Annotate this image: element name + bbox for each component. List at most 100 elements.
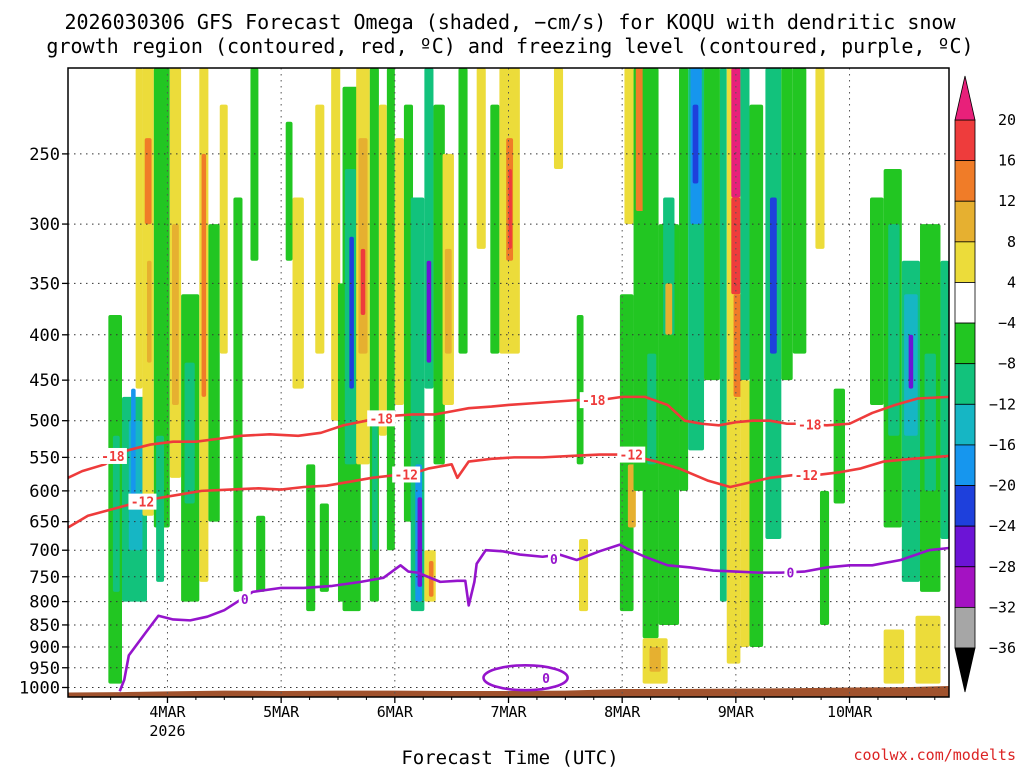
contour-label-bg [792, 467, 821, 484]
contour-label-group: 0 [540, 669, 553, 687]
omega-cell [433, 104, 445, 465]
omega-cell [704, 68, 720, 381]
omega-cell [156, 435, 165, 582]
colorbar-bottom-arrow [954, 647, 976, 693]
colorbar-top-arrow [954, 75, 976, 121]
contour-label-bg [238, 591, 251, 608]
x-tick-label: 6MAR [377, 703, 414, 721]
contour-label-bg [128, 493, 157, 510]
colorbar-tick-label: 20 [998, 111, 1016, 129]
contour-label: -18 [101, 450, 125, 465]
colorbar-band [954, 282, 976, 324]
colorbar-tick-label: −28 [989, 558, 1016, 576]
omega-cell [740, 68, 750, 381]
colorbar-band [954, 606, 976, 649]
omega-cell [731, 197, 741, 295]
omega-cell [372, 420, 378, 551]
omega-cell [315, 104, 325, 354]
colorbar-band [954, 444, 976, 486]
omega-cell [769, 197, 777, 354]
colorbar-band [954, 119, 976, 162]
colorbar-legend: 20 16 12 8 4 −4 −8 −12 −16 −20 −24 −28 −32 −36 [954, 75, 1016, 693]
omega-cell [349, 236, 354, 389]
y-tick-label: 650 [29, 513, 60, 533]
x-tick-label: 8MAR [604, 703, 641, 721]
omega-cell [250, 68, 259, 261]
y-axis: 2503003504004505005506006507007508008509… [19, 145, 68, 698]
omega-cell [665, 283, 673, 335]
contour-label-bg [579, 392, 608, 409]
chart-title-line-1: 2026030306 GFS Forecast Omega (shaded, −… [64, 10, 956, 34]
x-tick-label: 9MAR [718, 703, 755, 721]
colorbar-tick-label: −8 [998, 355, 1016, 373]
contour-label: -12 [795, 469, 818, 484]
omega-cell [386, 68, 395, 551]
omega-cell [740, 380, 750, 647]
contour-label-bg [617, 446, 646, 463]
omega-cell [135, 68, 143, 389]
omega-cell [553, 68, 564, 169]
y-tick-label: 1000 [19, 678, 60, 698]
contour-label-bg [540, 669, 553, 686]
colorbar-tick-label: 12 [998, 192, 1016, 210]
y-tick-label: 550 [29, 448, 60, 468]
closed-contour-0 [482, 664, 569, 692]
colorbar-band [954, 525, 976, 568]
plot-area: -18 -18 -18 -18 -12 -12 -12 -12 0 0 0 0 [67, 67, 950, 698]
omega-cell [358, 138, 368, 354]
omega-cell [819, 490, 830, 625]
contour-label-group: -12 [617, 446, 646, 464]
contour-label-bg [98, 447, 127, 464]
omega-cell [649, 646, 661, 672]
colorbar-tick-label: −16 [989, 436, 1016, 454]
colorbar-tick-label: −12 [989, 395, 1016, 413]
y-tick-label: 700 [29, 541, 60, 561]
colorbar-band [954, 363, 976, 405]
colorbar-band [954, 322, 976, 365]
omega-cell [394, 138, 404, 405]
contour-label: 0 [241, 593, 249, 608]
contour-label: -18 [369, 412, 393, 427]
omega-cell [908, 334, 914, 389]
omega-cell [319, 503, 329, 592]
contour-line--18 [68, 395, 949, 479]
colorbar-tick-label: −36 [989, 639, 1016, 657]
x-tick-label: 10MAR [827, 703, 873, 721]
y-tick-label: 900 [29, 638, 60, 658]
omega-cell [490, 104, 500, 354]
x-tick-label: 7MAR [490, 703, 527, 721]
omega-cell [360, 248, 366, 316]
omega-cell [417, 497, 423, 587]
contour-line--12 [68, 453, 949, 529]
omega-cell [153, 68, 170, 528]
omega-cell [833, 388, 845, 504]
omega-cell [476, 68, 486, 249]
contour-label: -18 [798, 419, 822, 434]
omega-cell [292, 197, 304, 389]
colorbar-tick-label: −32 [989, 598, 1016, 616]
colorbar-band [954, 241, 976, 283]
y-tick-label: 250 [29, 145, 60, 165]
contour-label-group: -18 [579, 392, 608, 409]
omega-cell [184, 362, 195, 504]
y-tick-label: 400 [29, 326, 60, 346]
omega-cell [131, 388, 136, 504]
omega-cell [201, 153, 207, 397]
contour-label-bg [367, 410, 396, 427]
x-axis-label: Forecast Time (UTC) [401, 747, 618, 768]
chart-title-line-2: growth region (contoured, red, ºC) and f… [46, 34, 973, 58]
colorbar-tick-label: −4 [998, 314, 1016, 332]
y-tick-label: 600 [29, 482, 60, 502]
contour-label-group: -18 [98, 447, 127, 465]
y-tick-label: 500 [29, 412, 60, 432]
y-tick-label: 750 [29, 568, 60, 588]
contour-lines [68, 395, 949, 692]
omega-cell [915, 615, 941, 684]
omega-cell [112, 435, 120, 592]
y-tick-label: 350 [29, 274, 60, 294]
omega-cell [731, 68, 741, 198]
contour-label-group: -18 [795, 416, 824, 434]
contour-label-group: -12 [392, 466, 421, 483]
colorbar-tick-label: −24 [989, 517, 1016, 535]
